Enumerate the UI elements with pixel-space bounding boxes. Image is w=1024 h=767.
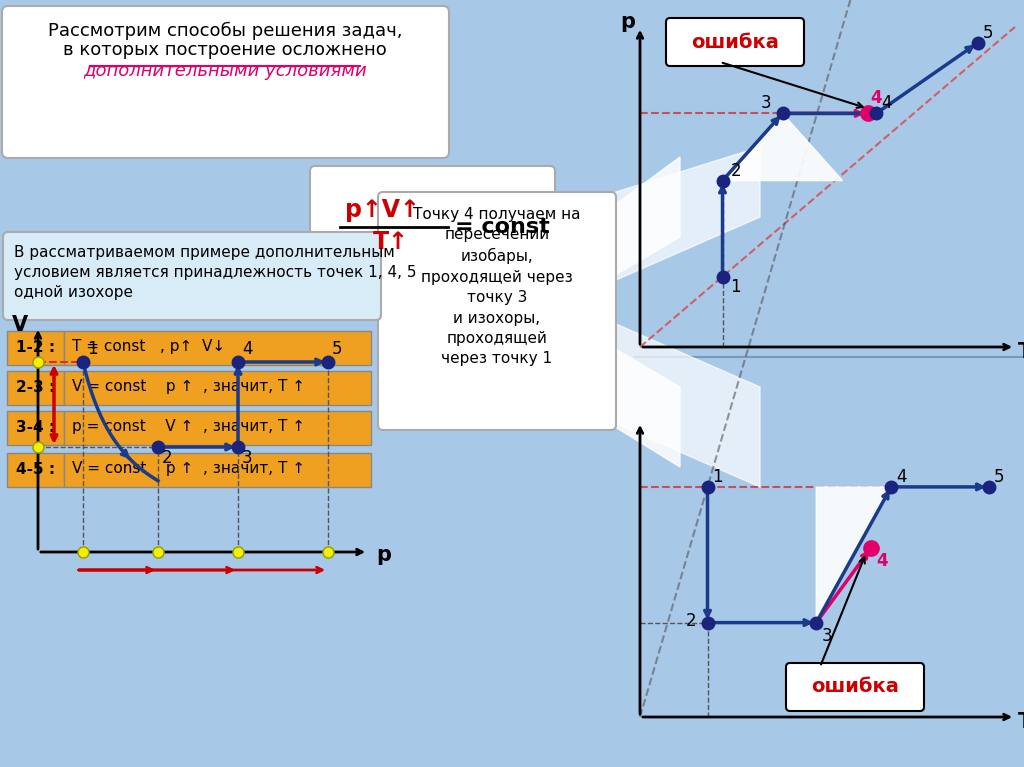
Text: 1: 1 [713, 468, 723, 486]
Text: 4: 4 [870, 90, 882, 107]
Polygon shape [612, 347, 680, 467]
FancyBboxPatch shape [63, 331, 371, 365]
Polygon shape [612, 157, 680, 277]
FancyBboxPatch shape [7, 371, 63, 405]
FancyBboxPatch shape [378, 192, 616, 430]
FancyBboxPatch shape [310, 166, 555, 274]
Text: p: p [621, 12, 636, 32]
Text: 4: 4 [877, 551, 888, 570]
FancyBboxPatch shape [7, 331, 63, 365]
FancyBboxPatch shape [2, 6, 449, 158]
Text: 1: 1 [730, 278, 741, 295]
FancyBboxPatch shape [63, 453, 371, 487]
Text: 2-3 :: 2-3 : [16, 380, 55, 394]
Text: 1-2 :: 1-2 : [16, 340, 55, 354]
Text: 3-4 :: 3-4 : [16, 420, 55, 434]
Text: В рассматриваемом примере дополнительным
условием является принадлежность точек : В рассматриваемом примере дополнительным… [14, 245, 417, 300]
Text: 3: 3 [242, 449, 253, 467]
FancyBboxPatch shape [63, 371, 371, 405]
Text: Точку 4 получаем на
пересечении
изобары,
проходящей через
точку 3
и изохоры,
про: Точку 4 получаем на пересечении изобары,… [414, 207, 581, 367]
Text: V = const    p ↑  , значит, T ↑: V = const p ↑ , значит, T ↑ [72, 462, 305, 476]
Text: 4-5 :: 4-5 : [16, 462, 55, 476]
FancyBboxPatch shape [7, 453, 63, 487]
Text: ошибка: ошибка [691, 32, 779, 51]
FancyBboxPatch shape [7, 411, 63, 445]
Text: p: p [376, 545, 391, 565]
FancyBboxPatch shape [666, 18, 804, 66]
Text: 4: 4 [242, 340, 253, 358]
Text: 1: 1 [87, 340, 97, 358]
Text: V: V [12, 315, 28, 335]
Text: 2: 2 [162, 449, 173, 467]
Text: T: T [1018, 712, 1024, 732]
FancyBboxPatch shape [63, 411, 371, 445]
Text: 5: 5 [982, 24, 993, 42]
Text: 4: 4 [882, 94, 892, 113]
Text: 2: 2 [685, 611, 696, 630]
Text: 2: 2 [730, 162, 741, 179]
FancyBboxPatch shape [786, 663, 924, 711]
Polygon shape [600, 317, 760, 487]
FancyBboxPatch shape [3, 232, 381, 320]
Text: Рассмотрим способы решения задач,: Рассмотрим способы решения задач, [48, 22, 402, 40]
Text: p = const    V ↑  , значит, T ↑: p = const V ↑ , значит, T ↑ [72, 420, 305, 434]
Text: ошибка: ошибка [811, 677, 899, 696]
Text: 5: 5 [332, 340, 342, 358]
Text: p↑V↑: p↑V↑ [345, 198, 420, 222]
Text: 4: 4 [896, 468, 906, 486]
Text: T = const   , p↑  V↓: T = const , p↑ V↓ [72, 340, 225, 354]
Text: в которых построение осложнено: в которых построение осложнено [63, 41, 387, 59]
Text: 3: 3 [761, 94, 771, 113]
Text: = const: = const [455, 217, 550, 237]
Text: 5: 5 [993, 468, 1005, 486]
Text: T: T [1018, 342, 1024, 362]
Text: T↑: T↑ [373, 230, 409, 254]
Polygon shape [723, 114, 843, 180]
Text: 3: 3 [821, 627, 831, 644]
Text: дополнительными условиями: дополнительными условиями [83, 62, 367, 80]
Polygon shape [600, 147, 760, 287]
Text: V = const    p ↑  , значит, T ↑: V = const p ↑ , значит, T ↑ [72, 380, 305, 394]
Polygon shape [816, 487, 891, 623]
